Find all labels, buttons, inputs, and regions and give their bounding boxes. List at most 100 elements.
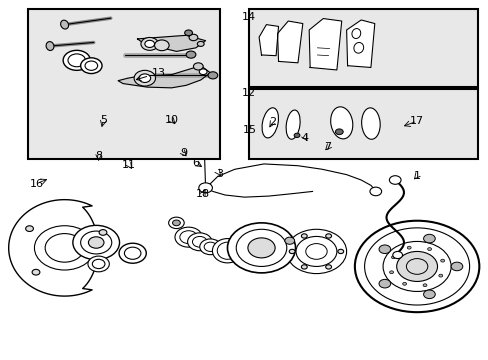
Circle shape	[207, 72, 217, 79]
Circle shape	[301, 234, 306, 238]
Circle shape	[184, 30, 192, 36]
Ellipse shape	[353, 42, 363, 53]
Text: 3: 3	[215, 168, 222, 179]
Circle shape	[32, 269, 40, 275]
Circle shape	[172, 220, 180, 226]
Circle shape	[389, 271, 393, 274]
Ellipse shape	[217, 242, 237, 259]
Circle shape	[141, 37, 158, 50]
Ellipse shape	[285, 110, 300, 139]
Circle shape	[168, 217, 184, 229]
Polygon shape	[259, 24, 278, 56]
Circle shape	[186, 51, 196, 58]
Circle shape	[392, 251, 402, 258]
Bar	[28, 9, 220, 158]
Circle shape	[301, 265, 306, 269]
Circle shape	[200, 239, 221, 255]
Circle shape	[199, 69, 206, 75]
Ellipse shape	[262, 108, 278, 138]
Polygon shape	[277, 21, 302, 63]
Text: 18: 18	[196, 189, 210, 199]
Circle shape	[427, 248, 430, 251]
Text: 12: 12	[242, 88, 256, 98]
Circle shape	[369, 187, 381, 196]
Polygon shape	[118, 66, 210, 88]
Circle shape	[382, 242, 450, 292]
Text: 7: 7	[324, 142, 331, 152]
Text: 6: 6	[192, 158, 199, 168]
Circle shape	[325, 234, 331, 238]
Circle shape	[139, 74, 150, 82]
Circle shape	[73, 225, 119, 260]
Circle shape	[203, 242, 216, 251]
Text: 4: 4	[301, 133, 308, 143]
Text: 1: 1	[413, 171, 420, 181]
Bar	[249, 89, 477, 158]
Circle shape	[402, 282, 406, 285]
Circle shape	[45, 234, 84, 262]
Circle shape	[197, 41, 203, 46]
Ellipse shape	[330, 107, 352, 139]
Circle shape	[295, 237, 336, 266]
Circle shape	[288, 249, 294, 253]
Circle shape	[423, 234, 434, 243]
Circle shape	[335, 129, 343, 135]
Circle shape	[180, 231, 197, 244]
Text: 9: 9	[180, 148, 187, 158]
Circle shape	[34, 226, 95, 270]
Circle shape	[81, 231, 112, 254]
Ellipse shape	[61, 20, 68, 29]
Bar	[249, 9, 477, 87]
Circle shape	[63, 50, 90, 70]
Circle shape	[134, 70, 155, 86]
Circle shape	[354, 221, 478, 312]
Polygon shape	[308, 18, 341, 70]
Circle shape	[438, 274, 442, 277]
Ellipse shape	[46, 42, 54, 50]
Circle shape	[305, 244, 326, 259]
Text: 10: 10	[164, 115, 178, 125]
Circle shape	[124, 247, 141, 259]
Circle shape	[88, 256, 109, 272]
Circle shape	[187, 233, 211, 251]
Circle shape	[422, 284, 426, 287]
Circle shape	[68, 54, 85, 67]
Circle shape	[227, 223, 295, 273]
Circle shape	[407, 246, 410, 249]
Circle shape	[378, 279, 390, 288]
Text: 16: 16	[29, 179, 43, 189]
Text: 17: 17	[409, 116, 423, 126]
Polygon shape	[137, 35, 205, 51]
Ellipse shape	[212, 239, 242, 263]
Circle shape	[81, 58, 102, 73]
Text: 5: 5	[100, 115, 107, 125]
Circle shape	[92, 259, 105, 269]
Circle shape	[175, 227, 202, 247]
Text: 8: 8	[95, 151, 102, 161]
Text: 14: 14	[242, 12, 256, 22]
Text: 13: 13	[136, 68, 166, 80]
Circle shape	[450, 262, 462, 271]
Circle shape	[199, 183, 212, 193]
Circle shape	[144, 40, 154, 48]
Circle shape	[88, 237, 104, 248]
Circle shape	[85, 61, 98, 70]
Circle shape	[192, 237, 206, 247]
Circle shape	[364, 228, 468, 305]
Circle shape	[286, 229, 346, 274]
Circle shape	[378, 245, 390, 253]
Text: 11: 11	[122, 160, 136, 170]
Circle shape	[193, 63, 203, 70]
Circle shape	[119, 243, 146, 263]
Circle shape	[423, 290, 434, 298]
Polygon shape	[346, 20, 374, 67]
Circle shape	[396, 251, 437, 282]
Ellipse shape	[361, 108, 379, 139]
Circle shape	[391, 256, 395, 259]
Text: 15: 15	[242, 125, 256, 135]
Ellipse shape	[351, 28, 360, 39]
Circle shape	[236, 229, 286, 266]
Circle shape	[440, 259, 444, 262]
Circle shape	[25, 226, 33, 231]
Circle shape	[154, 40, 169, 51]
